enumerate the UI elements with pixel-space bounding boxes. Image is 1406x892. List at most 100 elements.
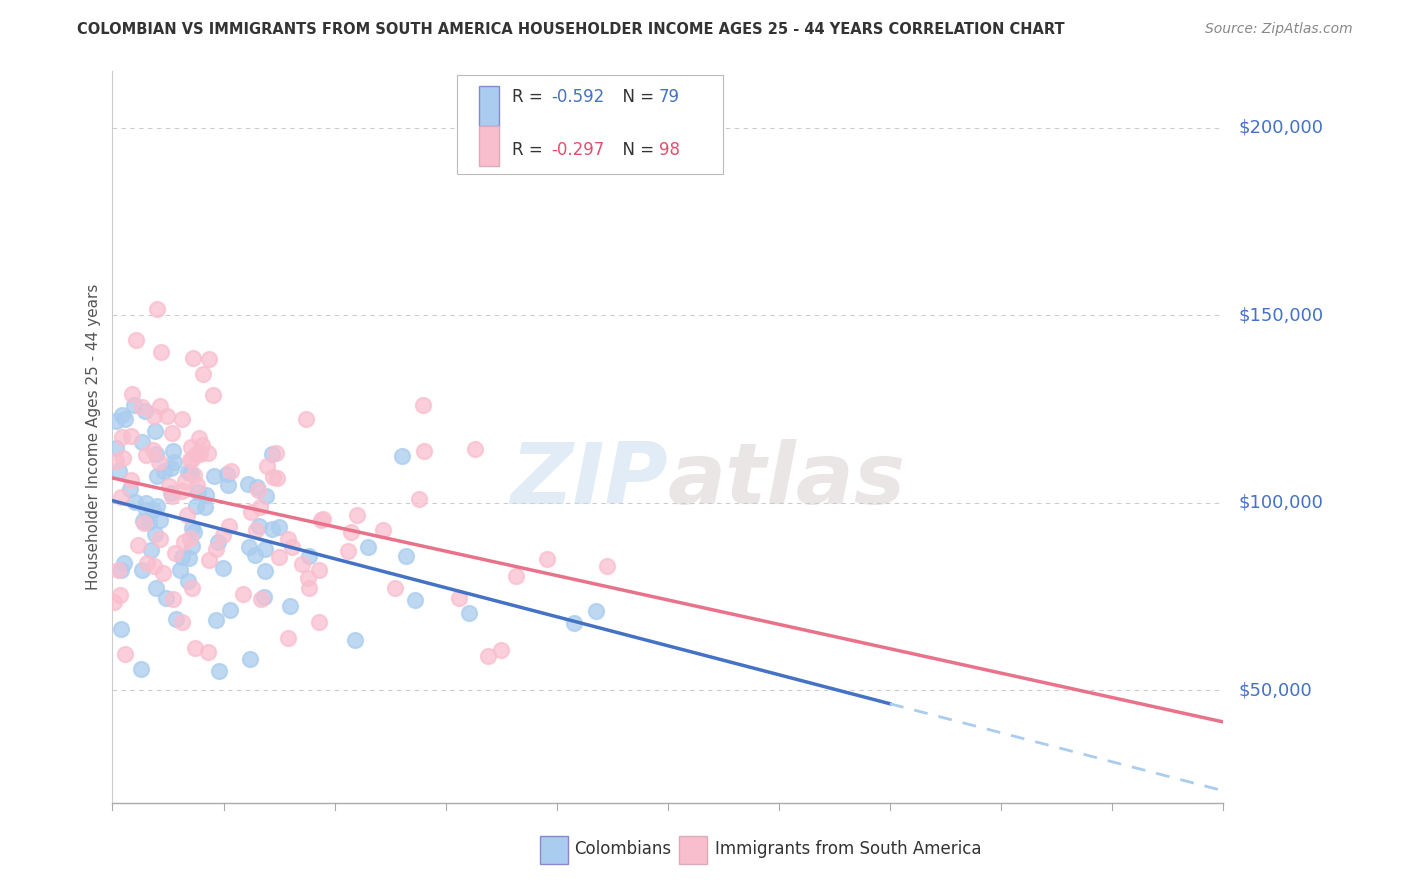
Point — [477, 649, 499, 664]
Point — [204, 541, 226, 556]
Point — [240, 505, 263, 519]
Point — [132, 516, 155, 530]
Point — [207, 534, 229, 549]
Point — [262, 523, 284, 537]
Point — [122, 399, 145, 413]
Y-axis label: Householder Income Ages 25 - 44 years: Householder Income Ages 25 - 44 years — [86, 284, 101, 591]
Text: 79: 79 — [659, 88, 681, 106]
FancyBboxPatch shape — [479, 126, 499, 167]
Point — [187, 485, 209, 500]
Point — [131, 514, 153, 528]
Point — [108, 588, 131, 602]
Point — [264, 446, 287, 460]
Point — [165, 612, 187, 626]
Point — [218, 518, 240, 533]
Point — [162, 444, 184, 458]
Point — [145, 447, 167, 461]
Point — [149, 532, 172, 546]
Text: Colombians: Colombians — [575, 840, 672, 858]
Point — [195, 488, 218, 502]
Point — [143, 558, 166, 573]
Point — [155, 591, 177, 606]
Point — [562, 615, 585, 630]
Point — [120, 474, 142, 488]
Point — [308, 615, 330, 629]
Point — [449, 591, 471, 605]
Point — [408, 492, 430, 507]
Point — [129, 662, 152, 676]
Point — [404, 593, 426, 607]
Point — [107, 563, 129, 577]
FancyBboxPatch shape — [479, 86, 499, 127]
Point — [124, 495, 146, 509]
Point — [134, 496, 156, 510]
Point — [458, 606, 481, 620]
Point — [412, 398, 434, 412]
Point — [247, 518, 270, 533]
Text: $200,000: $200,000 — [1239, 119, 1323, 136]
Point — [197, 446, 219, 460]
Point — [179, 453, 201, 467]
Point — [145, 302, 167, 317]
Point — [536, 551, 558, 566]
Point — [143, 409, 166, 424]
FancyBboxPatch shape — [540, 836, 568, 863]
Point — [179, 531, 201, 545]
Point — [260, 447, 283, 461]
Point — [180, 521, 202, 535]
Point — [146, 500, 169, 514]
Point — [177, 465, 200, 479]
Point — [135, 448, 157, 462]
Point — [112, 556, 135, 570]
Point — [312, 512, 335, 526]
Point — [371, 523, 394, 537]
Point — [127, 538, 149, 552]
Point — [280, 599, 302, 613]
Point — [489, 643, 512, 657]
Point — [207, 664, 229, 678]
Point — [177, 574, 200, 589]
Point — [110, 490, 132, 504]
Point — [277, 631, 299, 645]
Point — [267, 550, 290, 565]
Point — [110, 622, 132, 636]
Point — [395, 549, 418, 563]
Text: COLOMBIAN VS IMMIGRANTS FROM SOUTH AMERICA HOUSEHOLDER INCOME AGES 25 - 44 YEARS: COLOMBIAN VS IMMIGRANTS FROM SOUTH AMERI… — [77, 22, 1064, 37]
Point — [184, 500, 207, 514]
Point — [170, 615, 193, 629]
Point — [131, 435, 153, 450]
Point — [297, 571, 319, 585]
Point — [221, 464, 243, 478]
Point — [169, 564, 191, 578]
Point — [247, 483, 270, 498]
Point — [173, 534, 195, 549]
Point — [505, 569, 527, 583]
Point — [291, 557, 314, 571]
Point — [103, 595, 125, 609]
Point — [183, 524, 205, 539]
Text: ZIP: ZIP — [510, 440, 668, 523]
Point — [150, 345, 173, 359]
Text: Immigrants from South America: Immigrants from South America — [714, 840, 981, 858]
Point — [170, 550, 193, 565]
Point — [111, 451, 134, 466]
Point — [194, 500, 217, 514]
Point — [146, 469, 169, 483]
Point — [238, 540, 260, 554]
Point — [201, 387, 224, 401]
Text: N =: N = — [613, 88, 659, 106]
Point — [159, 461, 181, 475]
Point — [254, 489, 277, 503]
Point — [253, 591, 276, 605]
Point — [135, 503, 157, 517]
Point — [232, 587, 254, 601]
Point — [298, 581, 321, 595]
Point — [184, 640, 207, 655]
Point — [298, 549, 321, 563]
Point — [111, 408, 134, 422]
Point — [180, 539, 202, 553]
Point — [143, 527, 166, 541]
Point — [148, 455, 170, 469]
Point — [215, 467, 238, 481]
Point — [245, 548, 267, 562]
